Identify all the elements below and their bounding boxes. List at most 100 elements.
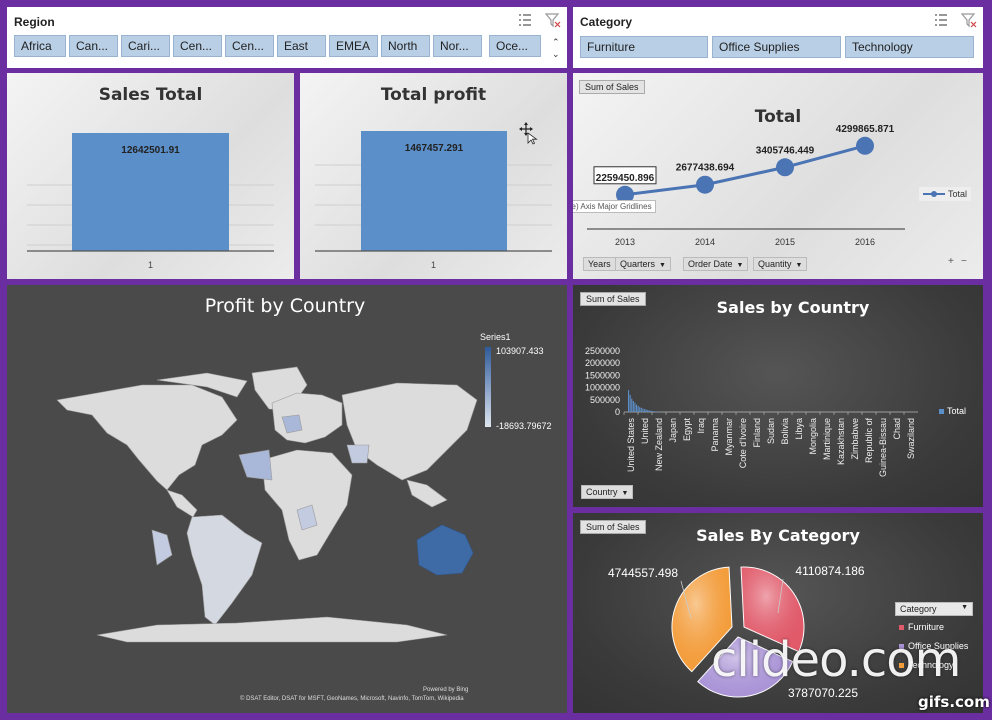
- map-powered-by: Powered by Bing: [423, 687, 469, 693]
- category-item-1[interactable]: Office Supplies: [712, 36, 841, 58]
- filter-label: Quantity: [758, 259, 792, 269]
- chart-bar[interactable]: [642, 408, 644, 412]
- chart-bar[interactable]: [636, 404, 638, 412]
- chart-bar[interactable]: [634, 402, 636, 412]
- region-item-7[interactable]: North: [381, 35, 430, 57]
- bar-plot: 0 500000 1000000 1500000 2000000 2500000 Unite…: [585, 346, 918, 477]
- legend-filter-category[interactable]: Category ▼: [895, 602, 973, 616]
- sales-by-country-chart[interactable]: Sum of Sales Sales by Country 0 500000 100…: [573, 285, 983, 507]
- sales-by-year-chart[interactable]: Sum of Sales Total 2259450.896 2013 267743…: [573, 73, 983, 279]
- x-tick-label: Iraq: [696, 418, 706, 434]
- x-tick-label: Myanmar: [724, 418, 734, 456]
- region-item-6[interactable]: EMEA: [329, 35, 378, 57]
- x-tick-label: New Zealand: [654, 418, 664, 471]
- legend-item-1[interactable]: Office Supplies: [899, 641, 968, 651]
- series-line: [624, 144, 866, 197]
- data-label: 4744557.498: [608, 566, 678, 580]
- region-item-5[interactable]: East: [277, 35, 326, 57]
- y-tick-label: 1000000: [585, 383, 620, 393]
- chart-bar[interactable]: [644, 409, 646, 412]
- legend-series: Series1: [480, 332, 511, 342]
- region-item-4[interactable]: Cen...: [225, 35, 274, 57]
- x-tick-label: United: [640, 418, 650, 444]
- field-button-sum-of-sales[interactable]: Sum of Sales: [580, 520, 646, 534]
- region-item-3[interactable]: Cen...: [173, 35, 222, 57]
- chart-bar[interactable]: [631, 398, 633, 412]
- x-tick-label: 1: [430, 260, 436, 270]
- x-tick-label: 1: [147, 260, 153, 270]
- legend-min: -18693.79672: [496, 421, 552, 431]
- multi-select-icon[interactable]: [517, 12, 533, 28]
- category-slicer-title: Category: [580, 15, 633, 29]
- scroll-up-icon[interactable]: ⌃: [552, 37, 560, 47]
- x-tick-label: 2015: [775, 237, 795, 247]
- chart-bar[interactable]: [632, 401, 634, 412]
- multi-select-icon[interactable]: [933, 12, 949, 28]
- region-item-9[interactable]: Oce...: [489, 35, 541, 57]
- region-slicer-title: Region: [14, 15, 55, 29]
- data-point[interactable]: [616, 185, 634, 204]
- filter-button-2[interactable]: Order Date ▼: [683, 257, 749, 271]
- region-item-1[interactable]: Can...: [69, 35, 118, 57]
- x-tick-label: 2014: [695, 237, 715, 247]
- zoom-out-button[interactable]: −: [961, 256, 967, 267]
- field-button-sum-of-sales[interactable]: Sum of Sales: [579, 80, 645, 94]
- chart-tooltip: Vertical (Value) Axis Major Gridlines: [573, 200, 656, 213]
- legend-item-0[interactable]: Furniture: [899, 622, 944, 632]
- x-tick-label: Mongolia: [808, 418, 818, 455]
- x-tick-label: 2013: [615, 237, 635, 247]
- category-item-2[interactable]: Technology: [845, 36, 974, 58]
- x-tick-label: Finland: [752, 418, 762, 448]
- legend-swatch-icon: [899, 662, 904, 668]
- sales-by-category-chart[interactable]: Sum of Sales Sales By Category 4110874.1…: [573, 513, 983, 713]
- filter-button-3[interactable]: Quantity ▼: [753, 257, 808, 271]
- clear-filter-icon[interactable]: [961, 12, 977, 28]
- chart-bar[interactable]: [640, 407, 642, 412]
- total-profit-chart[interactable]: Total profit 1467457.291 1: [300, 73, 567, 279]
- data-point[interactable]: [696, 175, 714, 194]
- legend-max: 103907.433: [496, 346, 544, 356]
- chart-bar[interactable]: [652, 411, 654, 412]
- chart-bar[interactable]: [72, 133, 229, 251]
- data-label: 2259450.896: [596, 173, 655, 184]
- region-item-8[interactable]: Nor...: [433, 35, 482, 57]
- chart-bar[interactable]: [653, 411, 655, 412]
- chart-bar[interactable]: [645, 409, 647, 412]
- chart-bar[interactable]: [629, 394, 631, 412]
- scroll-down-icon[interactable]: ⌄: [552, 49, 560, 59]
- region-item-0[interactable]: Africa: [14, 35, 66, 57]
- chart-title: Sales By Category: [696, 526, 860, 545]
- filter-button-1[interactable]: Quarters ▼: [615, 257, 671, 271]
- clideo-watermark: clideo.com: [711, 632, 961, 688]
- clear-filter-icon[interactable]: [545, 12, 561, 28]
- dropdown-arrow-icon: ▼: [736, 262, 744, 269]
- chart-bar[interactable]: [639, 407, 641, 412]
- chart-bar[interactable]: [637, 405, 639, 412]
- filter-label: Country: [586, 487, 618, 497]
- chart-bar[interactable]: [361, 131, 507, 251]
- sales-total-chart[interactable]: Sales Total 12642501.91 1: [7, 73, 294, 279]
- region-slicer: Region Africa Can... Cari... Cen... Cen... Ea…: [7, 7, 567, 68]
- data-point[interactable]: [856, 136, 874, 155]
- chart-bar[interactable]: [647, 410, 649, 412]
- data-point[interactable]: [776, 158, 794, 177]
- legend-item-2[interactable]: Technology: [899, 660, 954, 670]
- profit-by-country-map[interactable]: Profit by Country Series1 103907.433 -18…: [7, 285, 567, 713]
- chart-bar[interactable]: [628, 390, 630, 412]
- category-item-0[interactable]: Furniture: [580, 36, 708, 58]
- filter-button-country[interactable]: Country ▼: [581, 485, 634, 499]
- zoom-in-button[interactable]: +: [948, 256, 954, 267]
- x-tick-label: Panama: [710, 418, 720, 452]
- x-tick-label: Guinea-Bissau: [878, 418, 888, 477]
- chart-bar[interactable]: [650, 410, 652, 412]
- field-button-sum-of-sales[interactable]: Sum of Sales: [580, 292, 646, 306]
- region-item-2[interactable]: Cari...: [121, 35, 170, 57]
- chart-bar[interactable]: [648, 410, 650, 412]
- legend-label: Technology: [908, 660, 954, 670]
- data-label: 3787070.225: [788, 686, 858, 700]
- filter-label: Years: [588, 259, 611, 269]
- legend-line-icon: [923, 191, 945, 197]
- chart-title: Profit by Country: [204, 295, 366, 317]
- legend-label: Total: [947, 406, 967, 416]
- chart-bar[interactable]: [655, 411, 657, 412]
